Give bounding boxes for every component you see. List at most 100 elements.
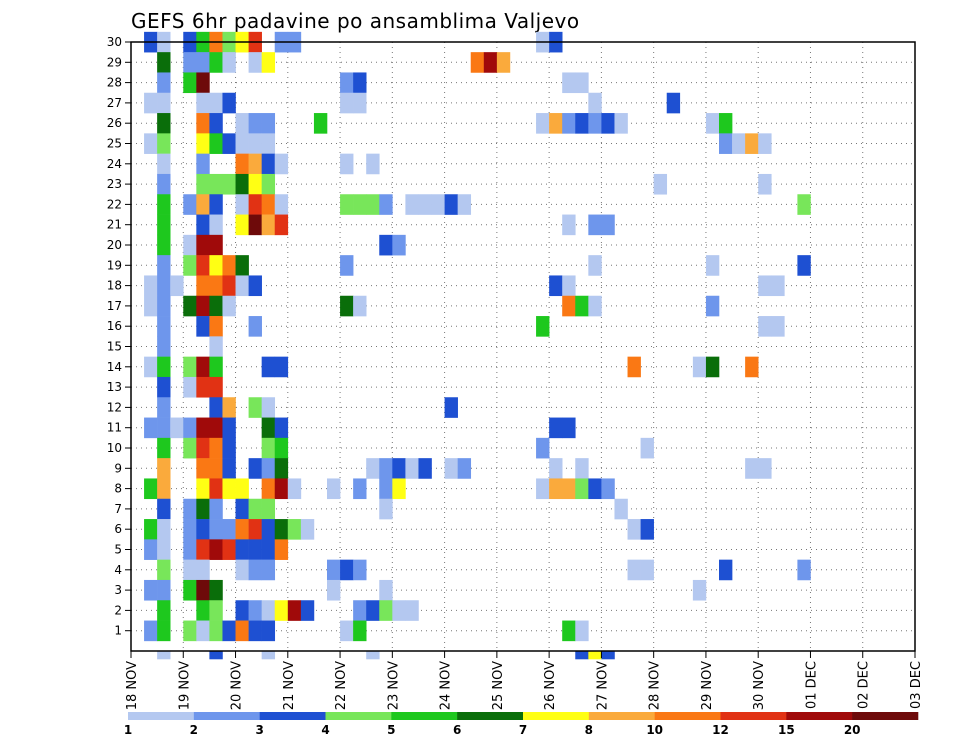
heat-cell [274, 417, 289, 439]
heat-cell [588, 255, 602, 276]
heat-cell [183, 620, 197, 642]
heat-cell [418, 458, 432, 479]
y-tick-label: 22 [107, 197, 122, 211]
colorbar-label: 5 [387, 723, 395, 737]
heat-cell [340, 620, 354, 642]
heat-cell [261, 620, 276, 642]
heat-cell [405, 194, 419, 215]
heat-cell [222, 397, 236, 418]
chart-title: GEFS 6hr padavine po ansamblima Valjevo [131, 9, 580, 33]
y-tick-label: 4 [114, 563, 122, 577]
heat-cell [340, 255, 354, 276]
heat-cell [183, 579, 197, 601]
heat-cell [248, 173, 262, 195]
y-tick-label: 13 [107, 380, 122, 394]
y-tick-label: 16 [107, 319, 122, 333]
heat-cell [196, 498, 210, 520]
x-tick-label: 29 NOV [700, 661, 715, 710]
heat-cell [366, 651, 380, 660]
y-tick-label: 10 [107, 441, 122, 455]
heat-cell [601, 214, 615, 236]
colorbar-label: 8 [585, 723, 593, 737]
heat-cell [157, 255, 171, 276]
heat-cell [222, 133, 236, 154]
heat-cell [157, 437, 171, 459]
heat-cell [392, 458, 406, 479]
heat-cell [340, 194, 354, 215]
heat-cell [562, 72, 576, 94]
heat-cell [144, 275, 158, 297]
heat-cell [549, 113, 563, 134]
heat-cell [222, 437, 236, 459]
heat-cell [170, 275, 184, 297]
heat-cell [562, 214, 576, 236]
heat-cell [483, 52, 498, 73]
heat-cell [196, 52, 210, 73]
y-tick-label: 6 [114, 522, 122, 536]
heat-cell [719, 133, 733, 154]
colorbar-swatch [720, 712, 787, 720]
y-tick-label: 29 [107, 55, 122, 69]
heat-cell [222, 92, 236, 114]
heat-cell [248, 113, 262, 134]
heat-cell [379, 600, 393, 621]
heat-cell [157, 579, 171, 601]
heat-cell [627, 519, 641, 540]
y-tick-label: 25 [107, 137, 122, 151]
heat-cell [196, 579, 210, 601]
heat-cell [196, 539, 210, 560]
y-tick-label: 8 [114, 482, 122, 496]
colorbar-swatch [588, 712, 655, 720]
heat-cell [196, 519, 210, 540]
heat-cell [248, 316, 262, 337]
heat-cell [771, 275, 785, 297]
heat-cell [196, 478, 210, 500]
heat-cell [183, 194, 197, 215]
y-tick-label: 3 [114, 583, 122, 597]
heat-cell [157, 194, 171, 215]
heat-cell [144, 417, 158, 439]
heat-cell [183, 52, 197, 73]
colorbar-label: 4 [321, 723, 329, 737]
heat-cell [705, 295, 720, 317]
y-tick-label: 26 [107, 116, 122, 130]
heat-cell [549, 275, 563, 297]
heat-cell [209, 336, 223, 357]
y-tick-label: 18 [107, 279, 122, 293]
heat-cell [261, 539, 276, 560]
heat-cell [209, 133, 223, 154]
heat-cell [248, 519, 262, 540]
heat-cell [353, 72, 367, 94]
colorbar-label: 3 [255, 723, 263, 737]
x-tick-label: 03 DEC [909, 661, 924, 709]
heat-cell [157, 376, 171, 398]
heat-cell [144, 539, 158, 560]
heat-cell [405, 458, 419, 479]
heat-cell [248, 52, 262, 73]
heat-cell [196, 275, 210, 297]
y-tick-label: 9 [114, 461, 122, 475]
heat-cell [170, 417, 184, 439]
heat-cell [209, 295, 223, 317]
y-tick-label: 30 [107, 35, 122, 49]
heat-cell [562, 620, 576, 642]
heat-cell [209, 316, 223, 337]
heat-cell [196, 458, 210, 479]
heat-cell [575, 478, 589, 500]
heat-cell [588, 295, 602, 317]
heat-cell [627, 559, 641, 581]
heat-cell [340, 72, 354, 94]
colorbar-label: 2 [190, 723, 198, 737]
x-tick-label: 26 NOV [543, 661, 558, 710]
heat-cell [144, 478, 158, 500]
heat-cell [588, 478, 602, 500]
heat-cell [157, 295, 171, 317]
heat-cell [287, 600, 302, 621]
heat-cell [261, 356, 276, 378]
colorbar-swatch [391, 712, 458, 720]
heat-cell [353, 559, 367, 581]
heat-cell [209, 356, 223, 378]
heat-cell [758, 275, 772, 297]
y-tick-label: 23 [107, 177, 122, 191]
